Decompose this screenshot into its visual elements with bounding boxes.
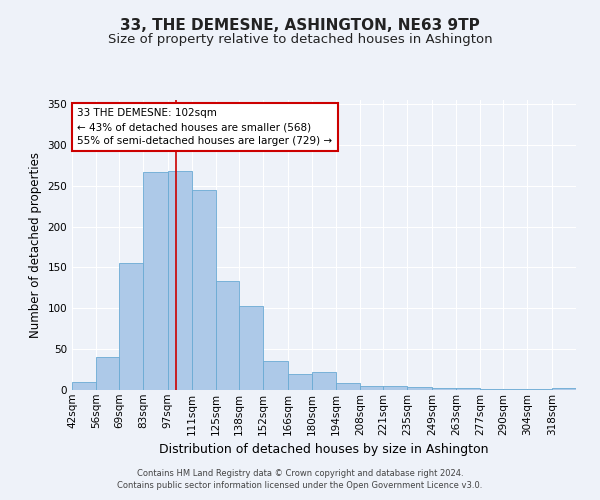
X-axis label: Distribution of detached houses by size in Ashington: Distribution of detached houses by size … [159, 443, 489, 456]
Bar [119, 264, 143, 390]
Y-axis label: Number of detached properties: Number of detached properties [29, 152, 42, 338]
Bar [481, 389, 503, 390]
Bar [383, 386, 407, 390]
Text: Size of property relative to detached houses in Ashington: Size of property relative to detached ho… [107, 32, 493, 46]
Bar [263, 362, 287, 390]
Bar [216, 282, 239, 390]
Bar [361, 386, 383, 390]
Bar [407, 386, 432, 390]
Bar [287, 374, 312, 390]
Bar [456, 388, 481, 390]
Bar [336, 384, 361, 390]
Bar [527, 389, 551, 390]
Bar [192, 190, 216, 390]
Text: 33 THE DEMESNE: 102sqm
← 43% of detached houses are smaller (568)
55% of semi-de: 33 THE DEMESNE: 102sqm ← 43% of detached… [77, 108, 332, 146]
Bar [72, 382, 97, 390]
Bar [432, 388, 456, 390]
Bar [312, 372, 336, 390]
Bar [97, 356, 119, 390]
Bar [551, 388, 576, 390]
Text: Contains HM Land Registry data © Crown copyright and database right 2024.: Contains HM Land Registry data © Crown c… [137, 468, 463, 477]
Bar [167, 171, 192, 390]
Bar [143, 172, 167, 390]
Text: 33, THE DEMESNE, ASHINGTON, NE63 9TP: 33, THE DEMESNE, ASHINGTON, NE63 9TP [120, 18, 480, 32]
Text: Contains public sector information licensed under the Open Government Licence v3: Contains public sector information licen… [118, 481, 482, 490]
Bar [503, 389, 527, 390]
Bar [239, 306, 263, 390]
